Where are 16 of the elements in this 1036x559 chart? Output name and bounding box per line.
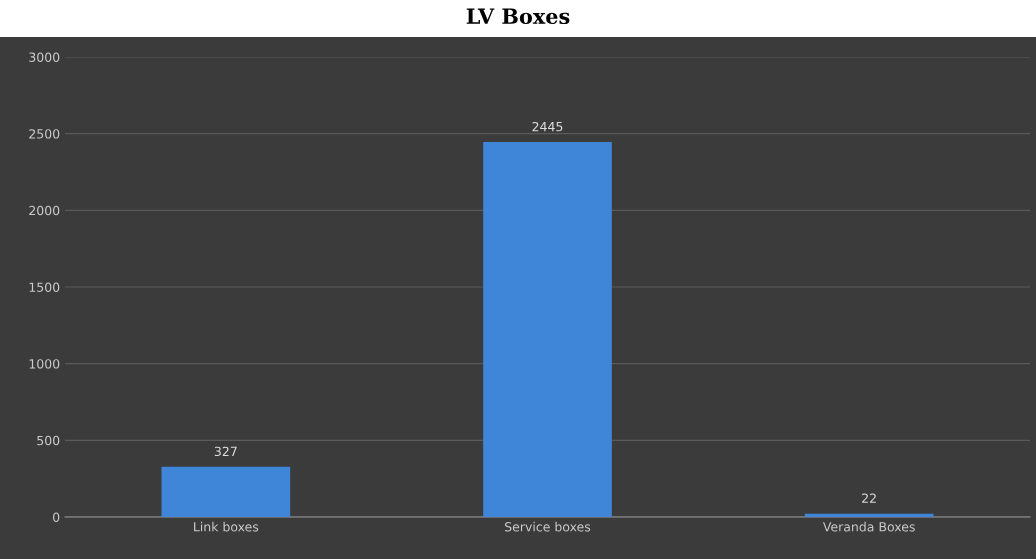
y-tick-label: 1000 [29,359,60,369]
x-tick-label: Veranda Boxes [822,521,915,532]
y-tick-label: 0 [53,512,60,522]
y-tick-label: 3000 [29,52,60,62]
data-label: 2445 [532,121,563,132]
y-tick-label: 2000 [29,205,60,216]
y-tick-label: 1500 [29,282,60,292]
y-tick-label: 2500 [29,129,60,139]
y-tick-label: 500 [37,435,60,446]
x-tick-label: Service boxes [505,521,591,532]
x-tick-label: Link boxes [194,521,259,532]
chart-title: LV Boxes [466,8,570,25]
bar [161,466,291,517]
data-label: 22 [862,493,876,503]
bar [483,142,612,517]
data-label: 327 [214,446,237,457]
